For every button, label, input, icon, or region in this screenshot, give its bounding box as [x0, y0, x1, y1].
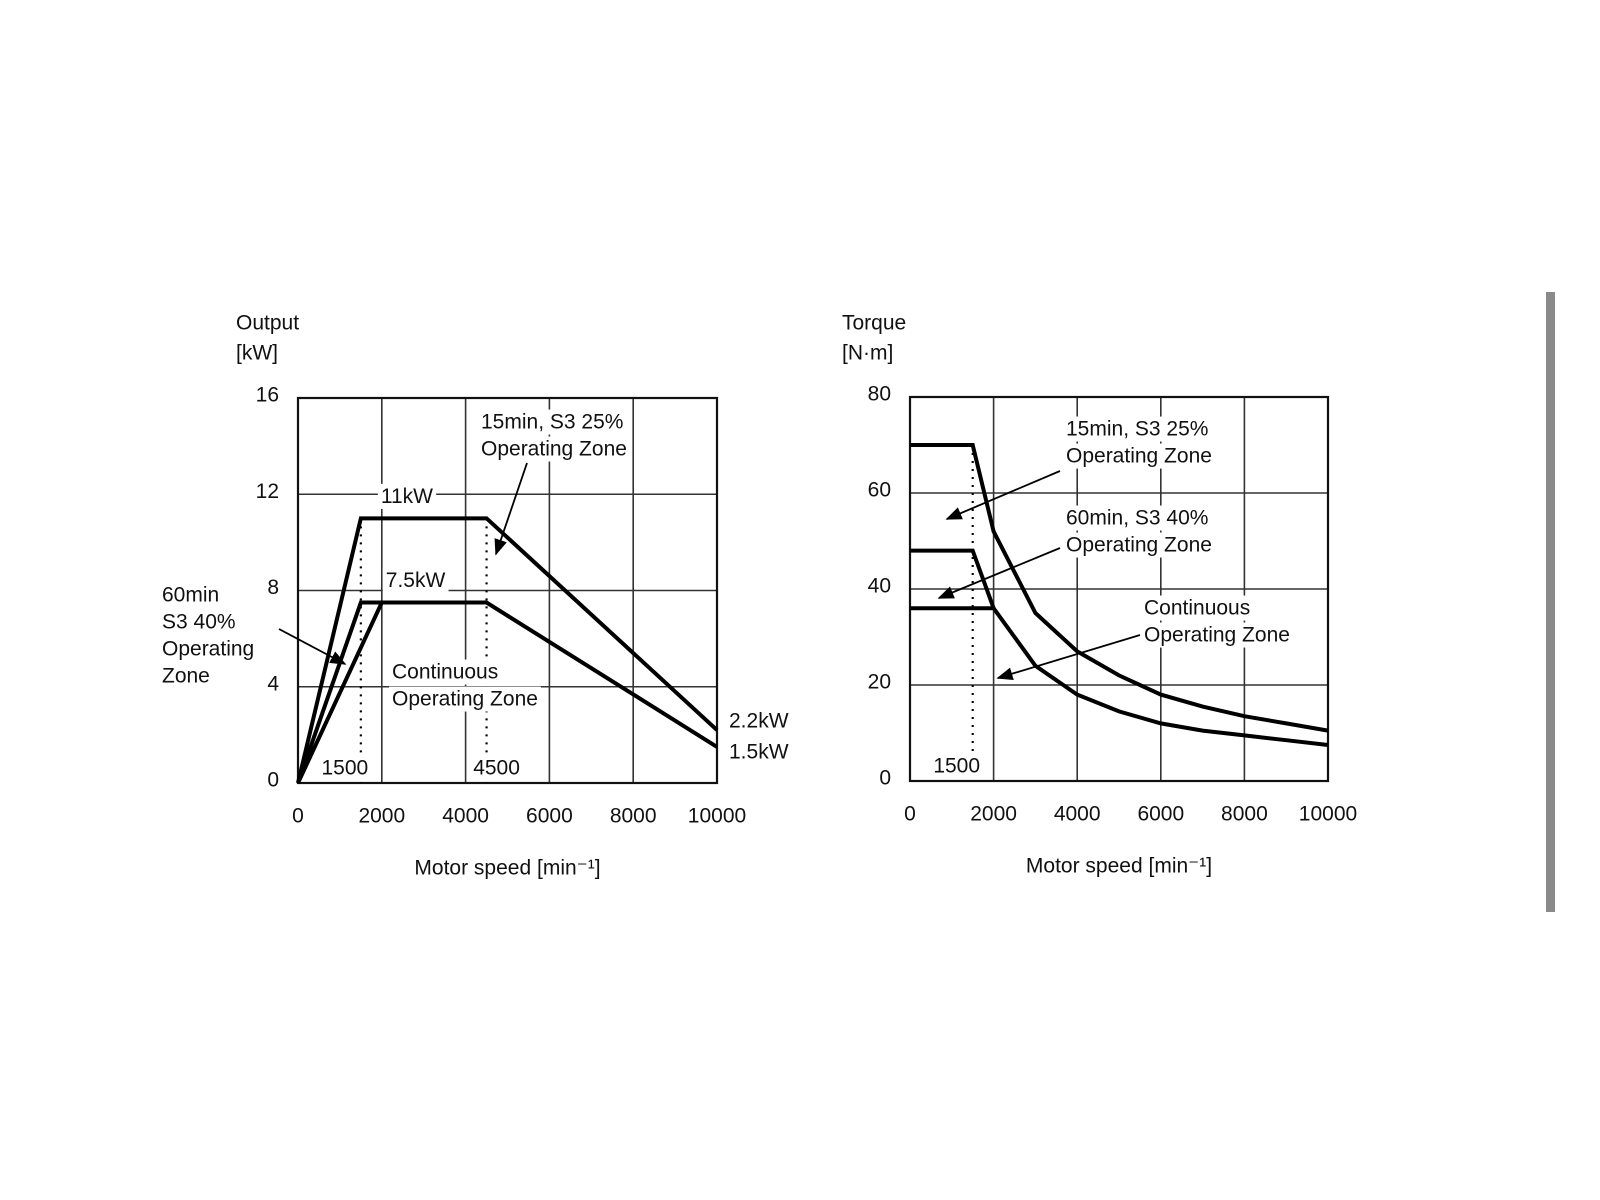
x-tick-label: 0: [904, 803, 916, 826]
x-tick-label: 2000: [358, 805, 405, 828]
annotation: Operating Zone: [1066, 534, 1212, 557]
text-background: [317, 755, 373, 781]
y-tick-label: 8: [267, 576, 279, 599]
annotation-arrow: [278, 628, 347, 665]
annotation: 15min, S3 25%: [481, 411, 623, 434]
text-background: [159, 636, 258, 662]
y-axis-label: Torque: [842, 312, 906, 335]
x-axis-label: Motor speed [min⁻¹]: [1026, 855, 1212, 878]
y-axis-label: Output: [236, 312, 299, 335]
y-tick-label: 16: [256, 384, 279, 407]
series-line: [910, 443, 1329, 733]
text-background: [1141, 595, 1254, 621]
x-tick-label: 6000: [1137, 803, 1184, 826]
scroll-bar: [1546, 292, 1555, 912]
y-tick-label: 20: [868, 671, 891, 694]
annotation: Zone: [162, 665, 210, 688]
series-line: [296, 600, 382, 784]
x-tick-label: 4000: [442, 805, 489, 828]
x-tick-label: 4000: [1054, 803, 1101, 826]
y-tick-label: 0: [267, 769, 279, 792]
value-label: 1.5kW: [729, 740, 789, 763]
text-background: [159, 582, 223, 608]
y-axis-label: [kW]: [236, 342, 278, 365]
series-line: [296, 600, 719, 784]
y-tick-label: 60: [868, 479, 891, 502]
text-background: [478, 436, 630, 462]
annotation: S3 40%: [162, 611, 236, 634]
x-tick-label: 8000: [610, 805, 657, 828]
x-axis-label: Motor speed [min⁻¹]: [414, 857, 600, 880]
series-line: [296, 516, 719, 784]
plot-frame: [296, 396, 719, 785]
y-tick-label: 40: [868, 575, 891, 598]
plot: [296, 396, 719, 785]
text-background: [159, 609, 239, 635]
text-background: [929, 753, 985, 779]
y-tick-label: 4: [267, 672, 279, 695]
annotation: Operating Zone: [481, 438, 627, 461]
annotation-arrow: [945, 470, 1061, 520]
annotation: Continuous: [392, 661, 498, 684]
text-background: [159, 663, 213, 689]
text-background: [1063, 505, 1212, 531]
reference-label: 1500: [933, 755, 980, 778]
text-background: [389, 686, 541, 712]
x-tick-label: 8000: [1221, 803, 1268, 826]
plot-frame: [908, 395, 1330, 783]
value-label: 7.5kW: [386, 569, 446, 592]
annotation: 15min, S3 25%: [1066, 418, 1208, 441]
series-line: [910, 606, 1329, 747]
text-background: [726, 739, 792, 765]
x-tick-label: 6000: [526, 805, 573, 828]
annotation-arrow: [937, 547, 1061, 599]
x-tick-label: 10000: [688, 805, 746, 828]
text-background: [726, 708, 792, 734]
text-background: [1141, 622, 1293, 648]
text-background: [377, 483, 437, 509]
annotation: Operating Zone: [392, 688, 538, 711]
text-background: [389, 659, 502, 685]
series-line: [910, 548, 996, 609]
value-label: 2.2kW: [729, 710, 789, 733]
text-background: [478, 409, 627, 435]
value-label: 11kW: [381, 485, 433, 508]
y-tick-label: 12: [256, 480, 279, 503]
annotation: Continuous: [1144, 597, 1250, 620]
reference-label: 1500: [321, 757, 368, 780]
x-tick-label: 2000: [970, 803, 1017, 826]
text-background: [1063, 416, 1212, 442]
annotation: Operating Zone: [1066, 445, 1212, 468]
annotation-arrow: [996, 634, 1141, 680]
y-tick-label: 80: [868, 383, 891, 406]
annotation-arrow: [494, 462, 528, 556]
text-background: [1063, 443, 1215, 469]
annotation: 60min, S3 40%: [1066, 507, 1208, 530]
annotation: 60min: [162, 584, 219, 607]
annotation: Operating Zone: [1144, 624, 1290, 647]
y-tick-label: 0: [879, 767, 891, 790]
text-background: [1063, 532, 1215, 558]
reference-label: 4500: [473, 757, 520, 780]
x-tick-label: 0: [292, 805, 304, 828]
text-background: [469, 755, 524, 781]
x-tick-label: 10000: [1299, 803, 1357, 826]
text-background: [382, 568, 449, 594]
y-axis-label: [N·m]: [842, 342, 893, 365]
annotation: Operating: [162, 638, 254, 661]
